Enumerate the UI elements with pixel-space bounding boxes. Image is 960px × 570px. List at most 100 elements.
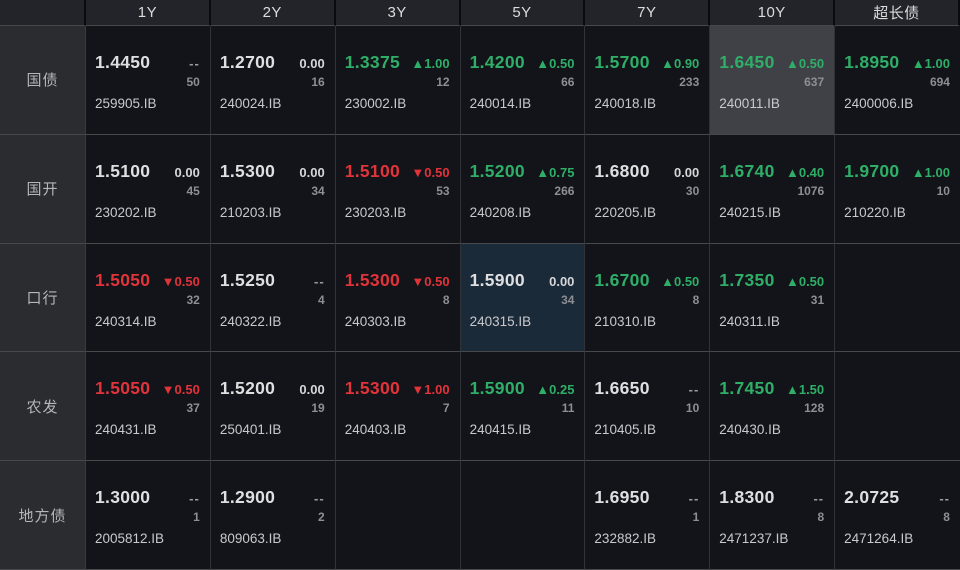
quote-line: 1.6700 ▲0.50	[594, 270, 699, 291]
bond-cell-empty	[335, 461, 461, 570]
quote-line: 1.5300 0.00	[220, 161, 325, 182]
row-label-地方债: 地方债	[0, 461, 86, 570]
trade-count: 11	[561, 401, 575, 416]
bond-cell[interactable]: 1.5900 0.00 34 240315.IB	[460, 243, 586, 353]
change-value: ▼0.50	[161, 382, 200, 398]
quote-line: 1.8300 --	[719, 487, 824, 508]
quote-line: 1.6450 ▲0.50	[719, 52, 824, 73]
bond-cell-empty	[835, 243, 960, 353]
trade-count: 10	[685, 401, 700, 416]
change-value: ▲0.50	[661, 273, 700, 289]
change-value: --	[189, 56, 200, 71]
bond-cell[interactable]: 1.8300 -- 8 2471237.IB	[710, 461, 836, 570]
row-label-口行: 口行	[0, 243, 86, 353]
yield-value: 1.6450	[719, 52, 775, 72]
bond-cell[interactable]: 1.4450 -- 50 259905.IB	[86, 26, 211, 135]
bond-code: 2471237.IB	[719, 531, 789, 547]
yield-value: 1.2900	[219, 487, 276, 508]
bond-cell[interactable]: 1.5300 ▼0.50 8 240303.IB	[335, 243, 461, 353]
trade-count: 53	[436, 183, 450, 198]
bond-code: 809063.IB	[219, 531, 282, 547]
bond-cell[interactable]: 1.2900 -- 2 809063.IB	[210, 461, 336, 570]
bond-cell[interactable]: 1.5050 ▼0.50 32 240314.IB	[86, 243, 211, 353]
bond-code: 240415.IB	[469, 422, 532, 438]
trade-count: 34	[311, 183, 325, 198]
bond-cell[interactable]: 1.8950 ▲1.00 694 2400006.IB	[835, 26, 960, 135]
bond-code: 210405.IB	[594, 422, 656, 438]
bond-code: 230002.IB	[344, 96, 407, 111]
change-value: 0.00	[673, 164, 700, 180]
bond-code: 240430.IB	[719, 422, 781, 438]
yield-value: 1.6650	[594, 378, 650, 399]
trade-count: 266	[554, 183, 575, 198]
trade-count: 31	[810, 292, 825, 307]
bond-cell[interactable]: 1.4200 ▲0.50 66 240014.IB	[460, 26, 586, 135]
quote-line: 1.5900 0.00	[470, 270, 575, 291]
trade-count: 32	[186, 292, 200, 307]
change-value: 0.00	[299, 56, 325, 71]
bond-code: 259905.IB	[95, 96, 157, 111]
yield-value: 1.8300	[719, 487, 775, 508]
change-value: ▲0.25	[536, 382, 575, 398]
quote-line: 1.4450 --	[95, 52, 200, 73]
bond-cell[interactable]: 1.9700 ▲1.00 10 210220.IB	[835, 134, 960, 244]
yield-value: 1.5050	[95, 269, 151, 290]
yield-value: 1.6800	[594, 160, 650, 181]
bond-cell[interactable]: 1.5300 0.00 34 210203.IB	[210, 134, 336, 244]
bond-code: 240322.IB	[219, 313, 282, 329]
quote-line: 1.3000 --	[95, 487, 200, 508]
quote-line: 1.4200 ▲0.50	[470, 52, 575, 73]
bond-cell[interactable]: 1.5700 ▲0.90 233 240018.IB	[585, 26, 711, 135]
quote-line: 1.5200 0.00	[220, 378, 325, 399]
change-value: ▲1.50	[785, 382, 825, 398]
bond-cell[interactable]: 1.5100 ▼0.50 53 230203.IB	[335, 134, 461, 244]
column-header-10Y: 10Y	[710, 0, 836, 26]
bond-code: 240208.IB	[469, 204, 532, 220]
bond-cell[interactable]: 1.6700 ▲0.50 8 210310.IB	[585, 243, 711, 353]
bond-code: 240311.IB	[719, 313, 780, 329]
bond-cell[interactable]: 1.7350 ▲0.50 31 240311.IB	[710, 243, 836, 353]
bond-cell[interactable]: 1.5250 -- 4 240322.IB	[210, 243, 336, 353]
bond-cell[interactable]: 1.5050 ▼0.50 37 240431.IB	[86, 352, 211, 462]
bond-cell[interactable]: 1.6740 ▲0.40 1076 240215.IB	[710, 134, 836, 244]
trade-count: 4	[318, 292, 325, 307]
yield-value: 1.5100	[95, 160, 151, 181]
bond-cell[interactable]: 2.0725 -- 8 2471264.IB	[835, 461, 960, 570]
trade-count: 8	[817, 510, 825, 525]
change-value: ▲1.00	[911, 164, 950, 180]
quote-line: 1.6800 0.00	[594, 161, 699, 182]
bond-cell[interactable]: 1.5200 ▲0.75 266 240208.IB	[460, 134, 586, 244]
bond-cell[interactable]: 1.5200 0.00 19 250401.IB	[210, 352, 336, 462]
change-value: ▼1.00	[411, 382, 450, 398]
row-label-国开: 国开	[0, 134, 86, 244]
bond-cell[interactable]: 1.5900 ▲0.25 11 240415.IB	[460, 352, 586, 462]
quote-line: 1.9700 ▲1.00	[844, 161, 950, 182]
bond-code: 250401.IB	[219, 422, 282, 438]
bond-code: 240014.IB	[469, 96, 532, 111]
bond-cell[interactable]: 1.6650 -- 10 210405.IB	[585, 352, 711, 462]
bond-cell[interactable]: 1.7450 ▲1.50 128 240430.IB	[710, 352, 836, 462]
bond-code: 240018.IB	[594, 96, 656, 111]
bond-cell[interactable]: 1.6450 ▲0.50 637 240011.IB	[710, 26, 836, 135]
trade-count: 34	[561, 292, 575, 307]
yield-value: 1.5250	[219, 269, 276, 290]
bond-code: 230202.IB	[95, 204, 157, 220]
bond-cell[interactable]: 1.3375 ▲1.00 12 230002.IB	[335, 26, 461, 135]
bond-cell[interactable]: 1.2700 0.00 16 240024.IB	[210, 26, 336, 135]
bond-cell[interactable]: 1.6950 -- 1 232882.IB	[585, 461, 711, 570]
bond-cell[interactable]: 1.5100 0.00 45 230202.IB	[86, 134, 211, 244]
change-value: --	[314, 491, 325, 507]
bond-cell[interactable]: 1.5300 ▼1.00 7 240403.IB	[335, 352, 461, 462]
trade-count: 694	[929, 75, 950, 89]
yield-value: 1.5300	[344, 378, 401, 399]
bond-code: 210310.IB	[594, 313, 656, 329]
bond-cell[interactable]: 1.6800 0.00 30 220205.IB	[585, 134, 711, 244]
quote-line: 2.0725 --	[844, 487, 950, 508]
column-header-5Y: 5Y	[460, 0, 586, 26]
change-value: ▲1.00	[911, 56, 950, 71]
column-header-2Y: 2Y	[210, 0, 336, 26]
trade-count: 66	[561, 75, 575, 89]
bond-cell[interactable]: 1.3000 -- 1 2005812.IB	[86, 461, 211, 570]
yield-value: 1.5200	[219, 378, 276, 399]
